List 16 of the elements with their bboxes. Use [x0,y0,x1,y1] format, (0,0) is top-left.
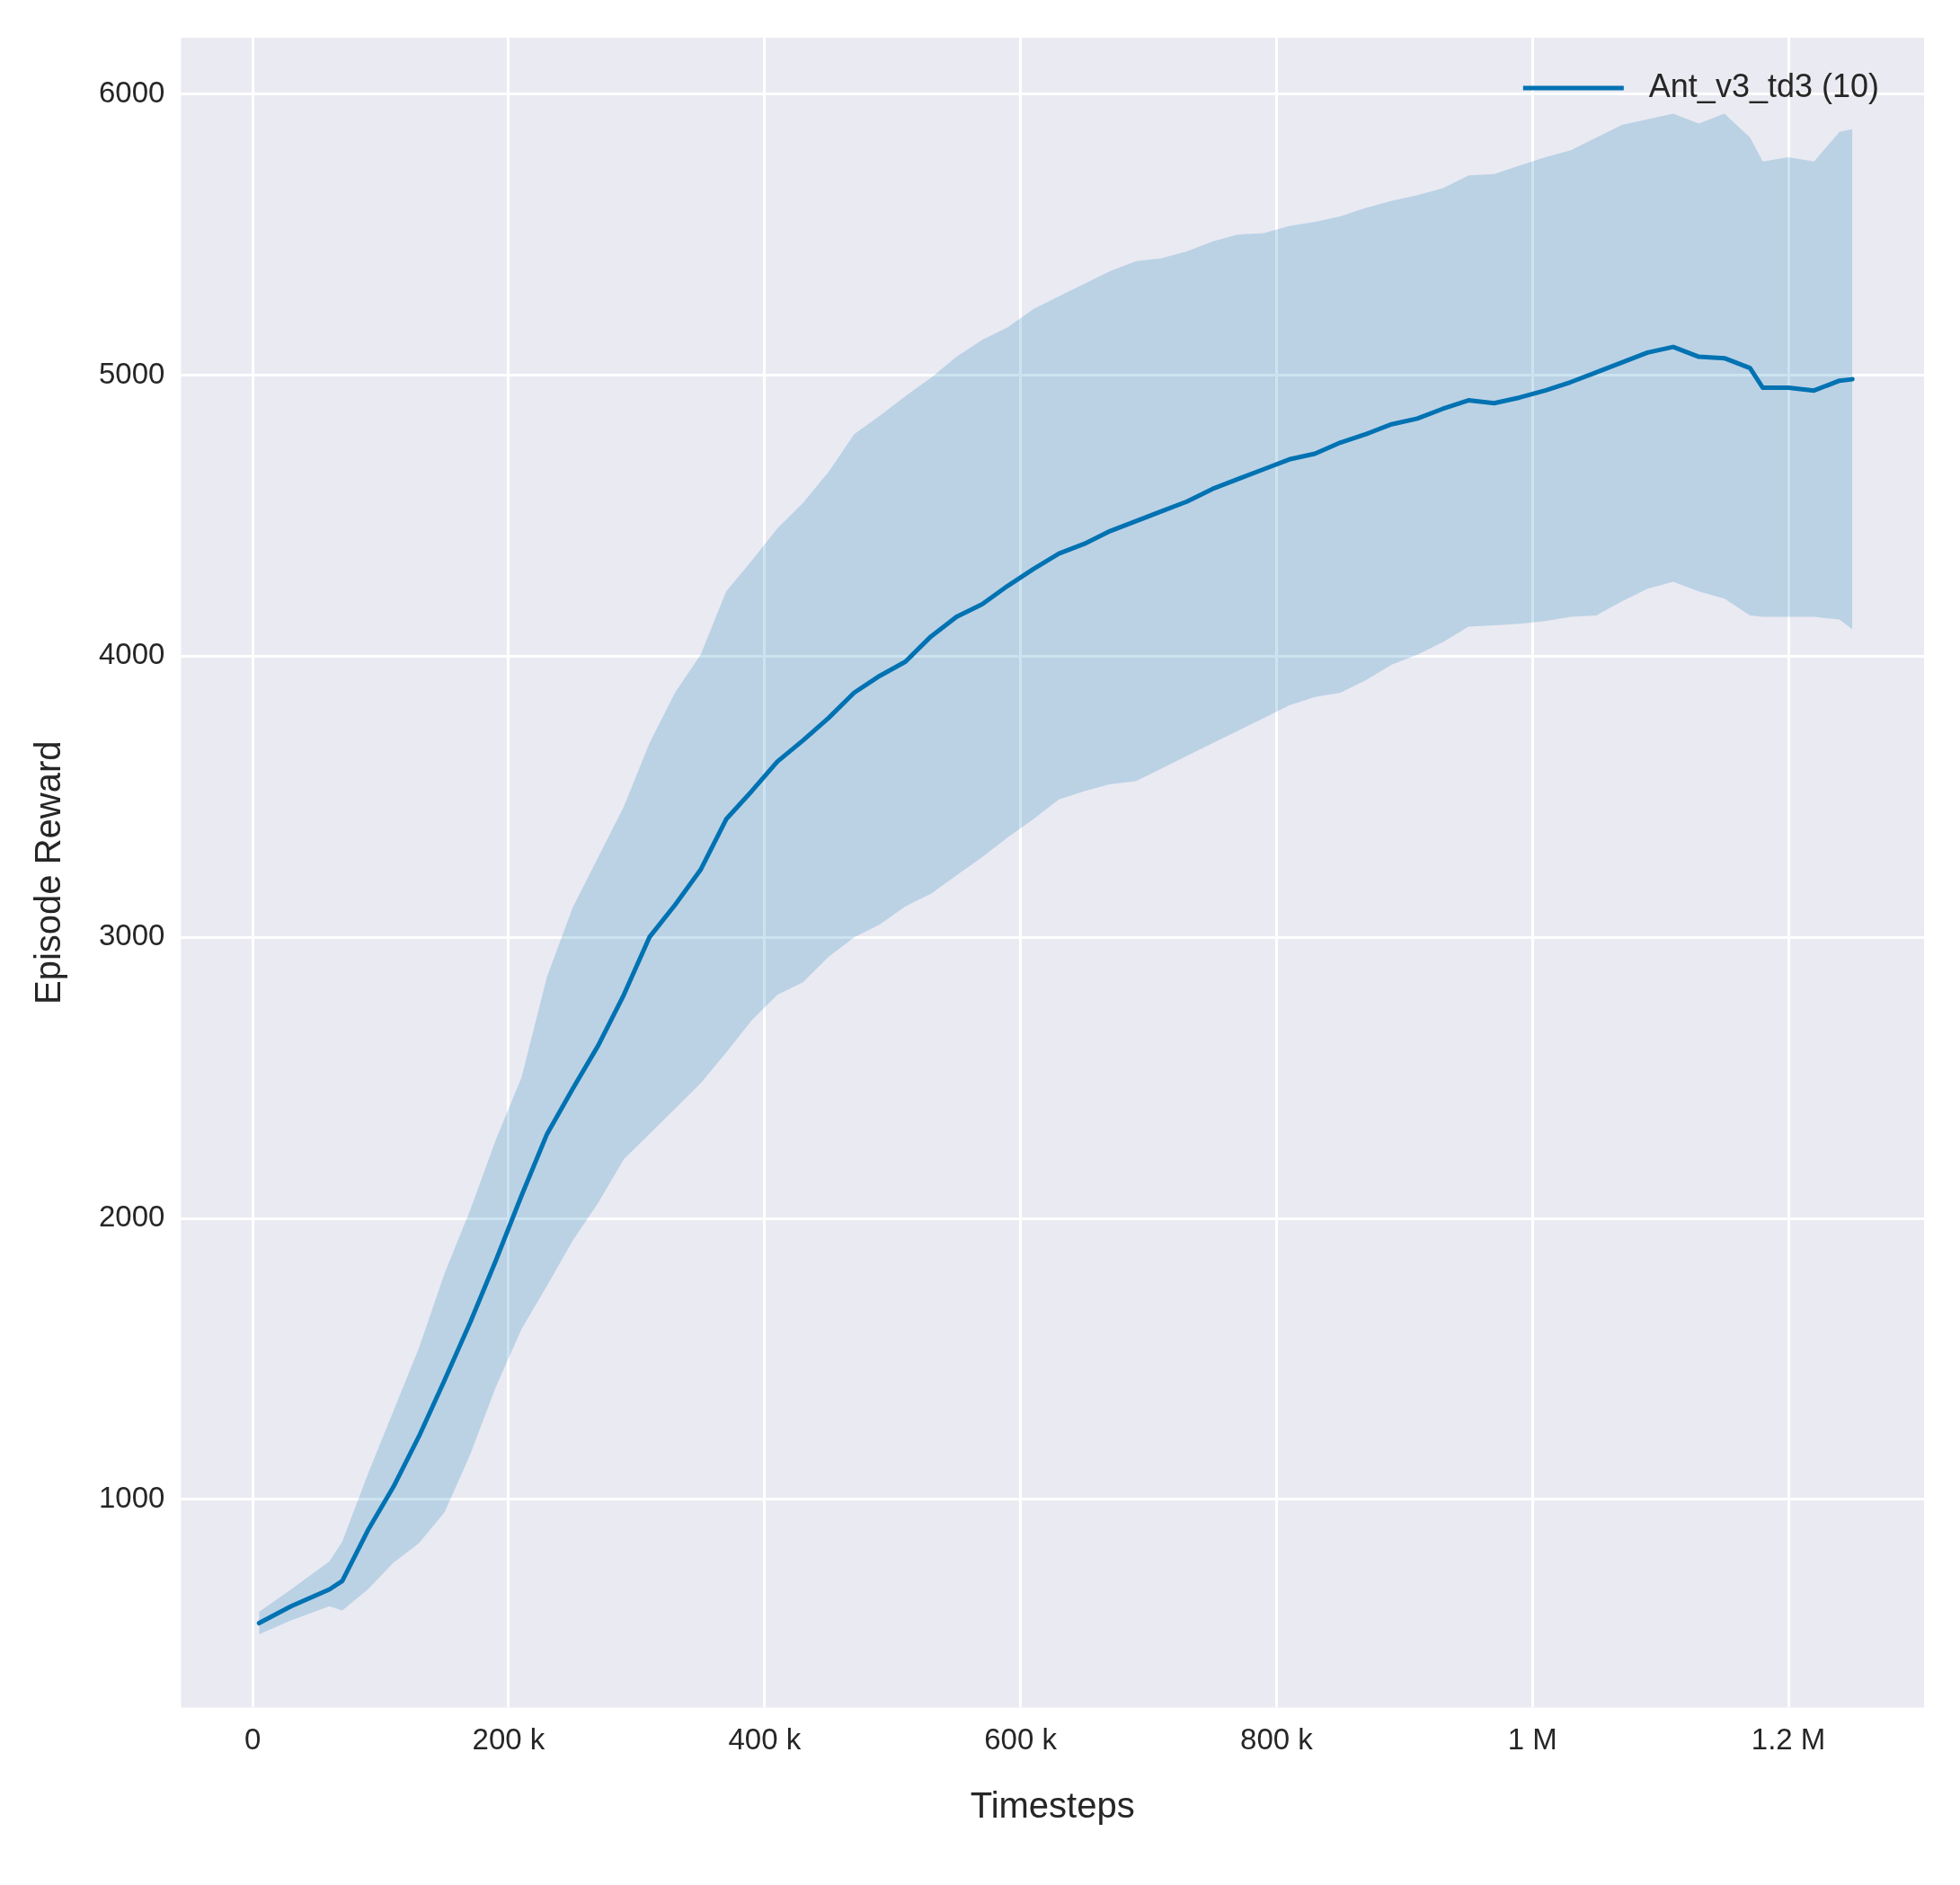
y-axis-title: Episode Reward [28,740,68,1004]
legend-label: Ant_v3_td3 (10) [1648,66,1880,104]
y-tick-label: 2000 [98,1199,165,1234]
x-tick-label: 800 k [1240,1722,1314,1757]
y-tick-label: 6000 [98,75,165,109]
y-tick-label: 4000 [98,637,165,671]
y-tick-label: 5000 [98,356,165,390]
x-tick-label: 600 k [984,1722,1058,1757]
x-tick-label: 1.2 M [1751,1722,1826,1757]
x-tick-label: 400 k [728,1722,802,1757]
x-tick-label: 0 [244,1722,262,1757]
x-tick-label: 200 k [472,1722,545,1757]
x-tick-label: 1 M [1507,1722,1557,1757]
y-tick-label: 1000 [98,1480,165,1514]
y-tick-label: 3000 [98,918,165,952]
x-axis-title: Timesteps [970,1785,1135,1826]
